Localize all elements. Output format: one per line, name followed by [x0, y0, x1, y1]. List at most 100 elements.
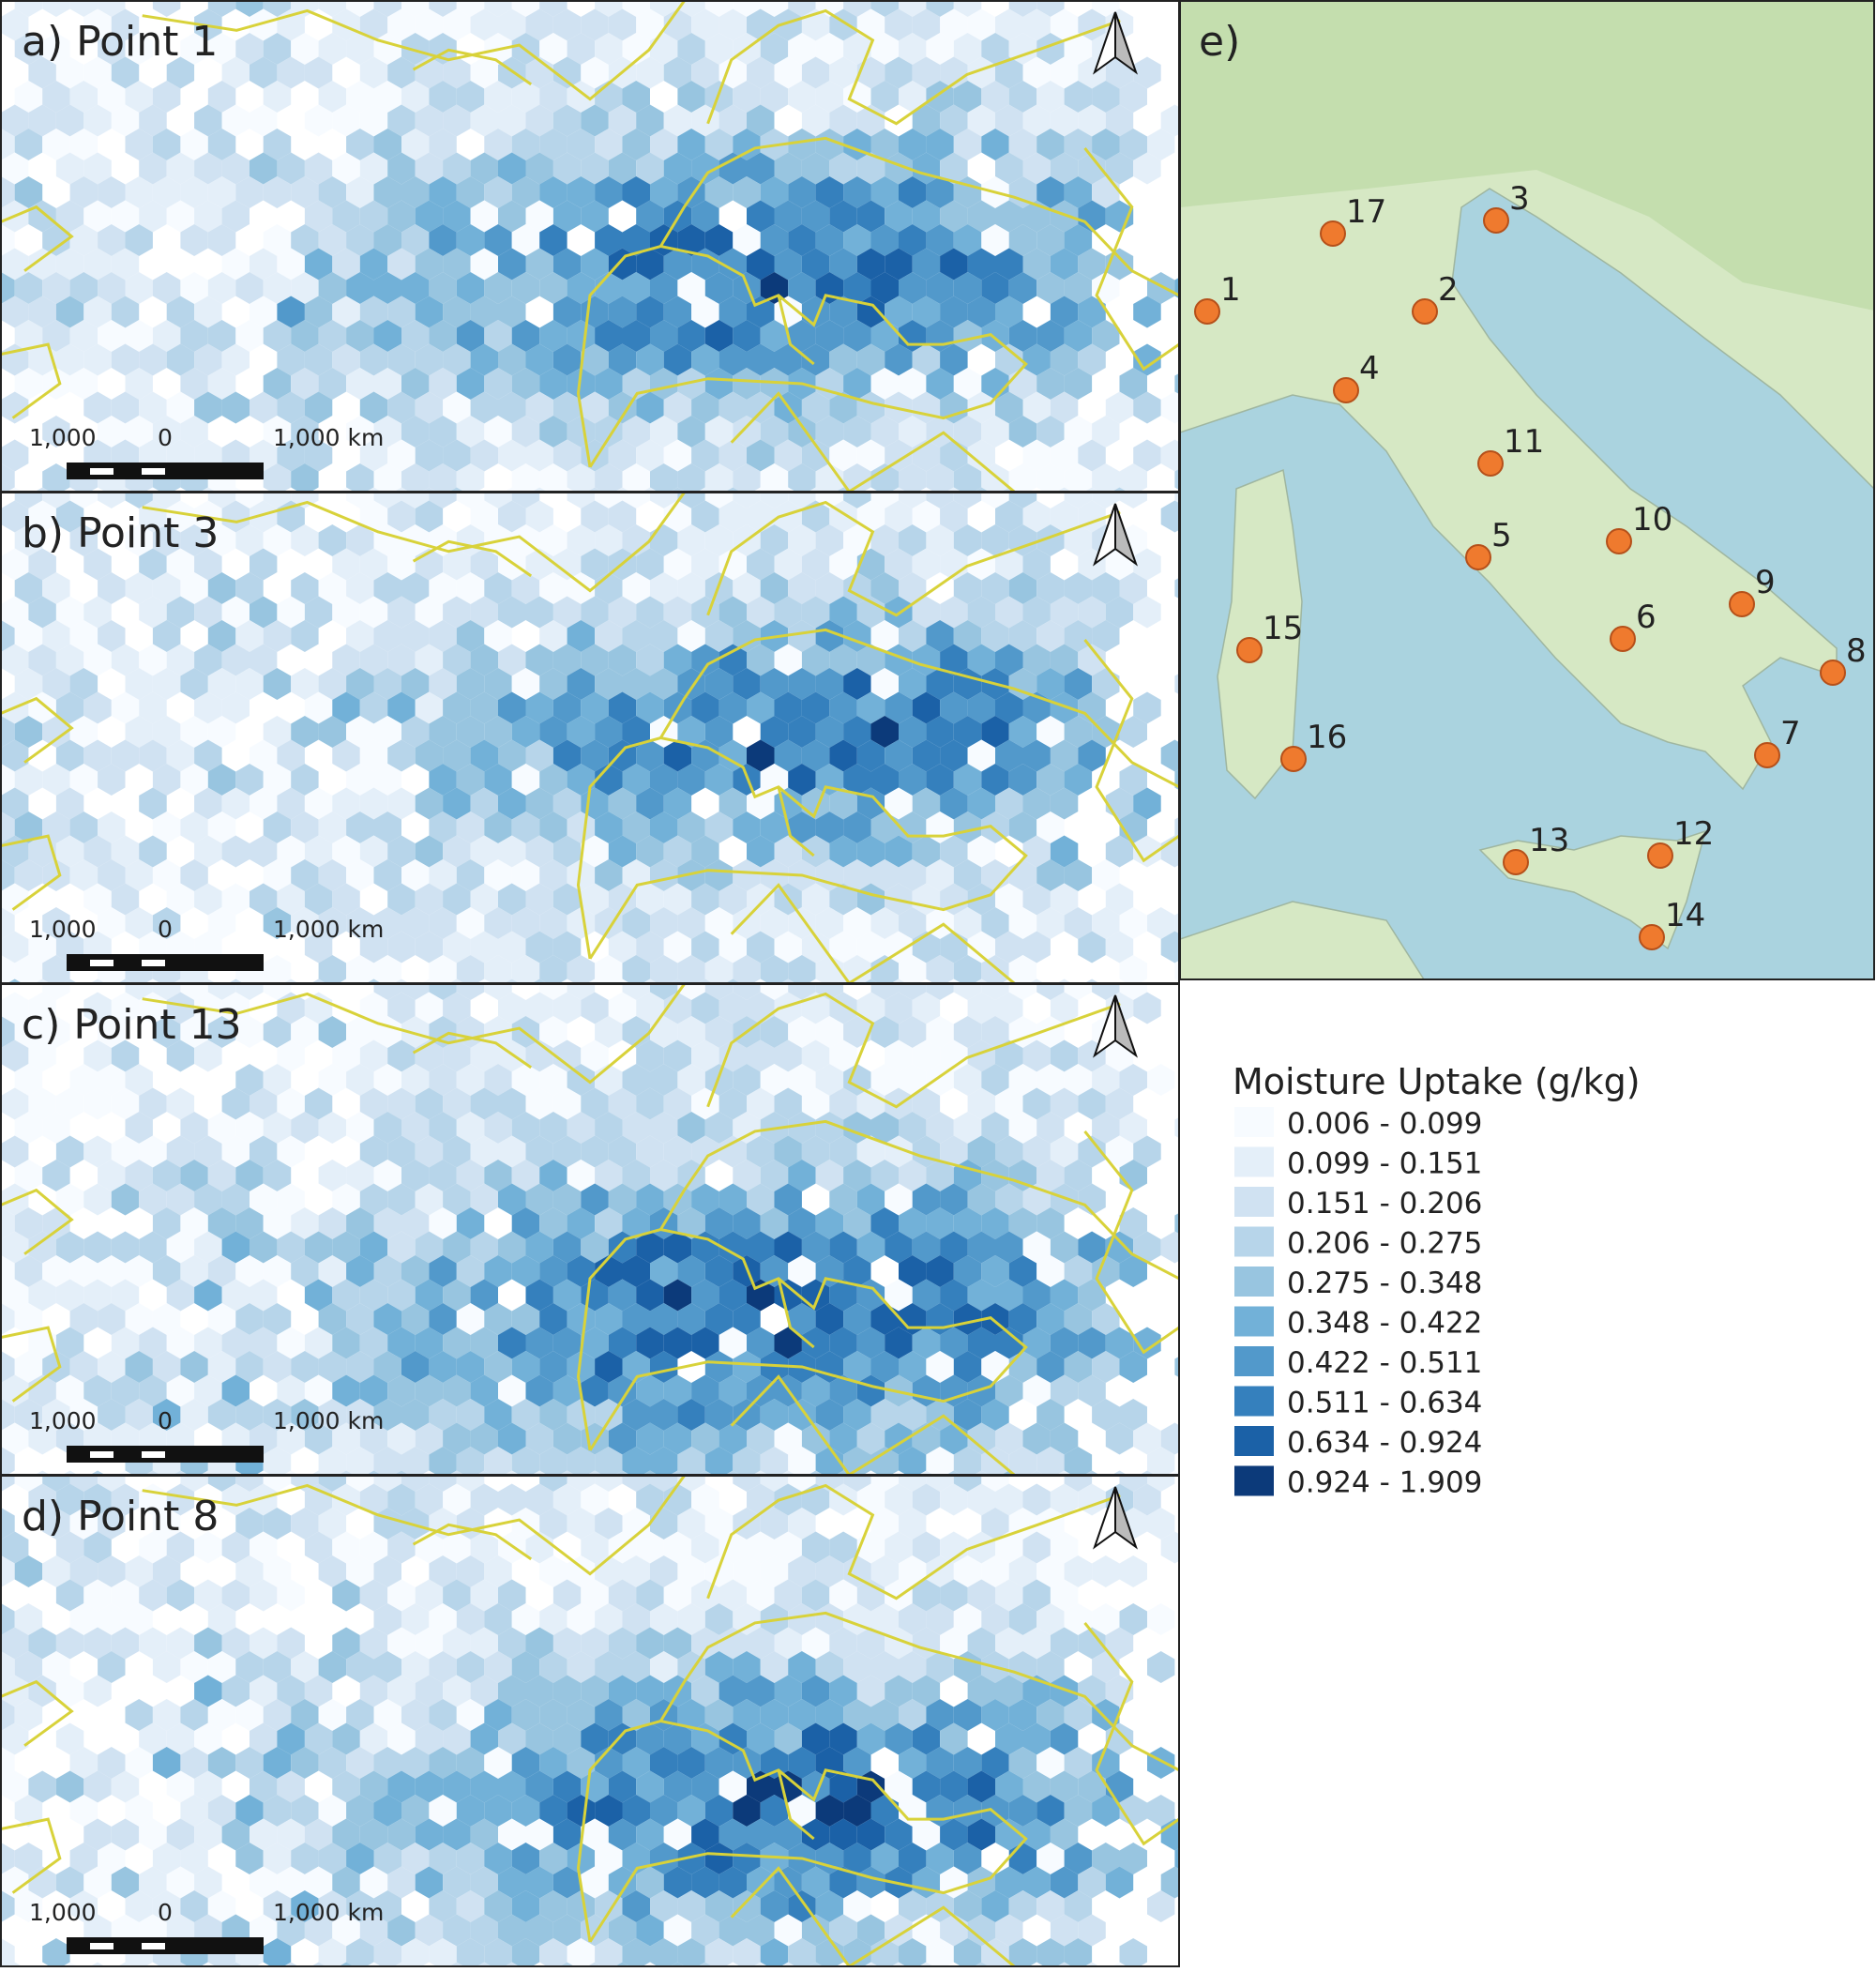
hex-cell: [608, 439, 637, 472]
hex-cell: [111, 1579, 140, 1612]
hex-cell: [387, 8, 416, 41]
hex-cell: [677, 955, 705, 983]
hex-cell: [470, 8, 498, 41]
hex-cell: [277, 787, 305, 820]
hex-cell: [98, 493, 126, 508]
hex-cell: [401, 33, 430, 65]
hex-cell: [567, 1843, 596, 1874]
hex-cell: [525, 500, 553, 533]
hex-cell: [953, 129, 982, 160]
hex-cell: [139, 1183, 167, 1216]
hex-cell: [995, 1279, 1023, 1312]
hex-cell: [42, 1207, 70, 1239]
hex-cell: [760, 1555, 789, 1587]
hex-cell: [277, 1627, 305, 1660]
hex-cell: [166, 152, 195, 185]
hex-cell: [504, 978, 520, 983]
hex-cell: [747, 1579, 775, 1612]
hex-cell: [1078, 1627, 1106, 1660]
hex-cell: [843, 764, 871, 796]
hex-cell: [608, 1135, 637, 1168]
hex-cell: [263, 1255, 292, 1287]
hex-cell: [995, 1579, 1023, 1612]
hex-cell: [98, 572, 126, 604]
hex-cell: [14, 272, 43, 304]
hex-cell: [263, 984, 292, 1000]
hex-cell: [704, 812, 734, 843]
hex-cell: [1022, 1531, 1051, 1564]
hex-cell: [1119, 716, 1147, 748]
hex-cell: [1008, 764, 1037, 796]
hex-cell: [636, 1531, 664, 1564]
hex-cell: [98, 33, 126, 65]
hex-cell: [456, 272, 485, 304]
hex-cell: [587, 487, 602, 492]
hex-cell: [194, 152, 222, 185]
hex-cell: [747, 1374, 775, 1407]
hex-cell: [1, 931, 29, 963]
hex-cell: [456, 1699, 485, 1731]
hex-cell: [55, 1327, 84, 1359]
hex-cell: [636, 1087, 664, 1120]
hex-cell: [677, 812, 705, 843]
hex-cell: [387, 1483, 416, 1516]
hex-cell: [1160, 1422, 1179, 1455]
hex-cell: [83, 343, 112, 376]
hex-cell: [221, 343, 250, 376]
hex-cell: [885, 1627, 913, 1660]
hex-cell: [498, 1374, 526, 1407]
hex-cell: [14, 812, 43, 843]
hex-cell: [856, 1231, 885, 1264]
hex-cell: [691, 1770, 719, 1803]
hex-cell: [415, 787, 444, 820]
hex-cell: [14, 1160, 43, 1191]
coastline: [1, 1679, 74, 1747]
hex-cell: [1008, 493, 1037, 508]
hex-cell: [1022, 391, 1051, 424]
hex-cell: [250, 1675, 278, 1707]
hex-cell: [401, 1508, 430, 1540]
hex-cell: [1147, 1795, 1175, 1827]
hex-cell: [1147, 272, 1175, 304]
hex-cell: [760, 1016, 789, 1048]
hex-cell: [899, 129, 927, 160]
hex-cell: [511, 1399, 540, 1431]
hex-cell: [885, 343, 913, 376]
hex-cell: [1174, 493, 1179, 504]
hex-cell: [953, 1938, 982, 1966]
hex-cell: [456, 955, 485, 983]
hex-cell: [912, 787, 941, 820]
hex-cell: [1050, 1183, 1079, 1216]
hex-cell: [843, 1016, 871, 1048]
hex-cell: [780, 1962, 795, 1966]
hex-cell: [608, 1183, 637, 1216]
hex-cell: [221, 1627, 250, 1660]
hex-cell: [180, 1351, 208, 1383]
hex-cell: [166, 1722, 195, 1755]
hex-cell: [1022, 439, 1051, 472]
hex-cell: [1050, 248, 1079, 281]
hex-cell: [1008, 1207, 1037, 1239]
hex-cell: [525, 596, 553, 629]
coastline: [777, 295, 815, 366]
hex-cell: [373, 1843, 401, 1874]
coastline: [412, 539, 533, 578]
hex-cell: [801, 1675, 830, 1707]
hex-cell: [83, 56, 112, 89]
hex-cell: [443, 931, 471, 963]
hex-cell: [283, 1962, 298, 1966]
hex-cell: [443, 1914, 471, 1947]
hex-cell: [870, 1555, 899, 1587]
hex-cell: [401, 416, 430, 447]
hex-cell: [1078, 1374, 1106, 1407]
scale-bar-segment: [142, 960, 165, 966]
hex-cell: [221, 644, 250, 676]
hex-cell: [801, 1231, 830, 1264]
hex-cell: [650, 1747, 678, 1779]
hex-cell: [525, 992, 553, 1024]
hex-cell: [622, 1447, 650, 1475]
hex-cell: [691, 248, 719, 281]
hex-cell: [595, 493, 623, 508]
hex-cell: [733, 1699, 761, 1731]
hex-cell: [228, 1470, 244, 1475]
